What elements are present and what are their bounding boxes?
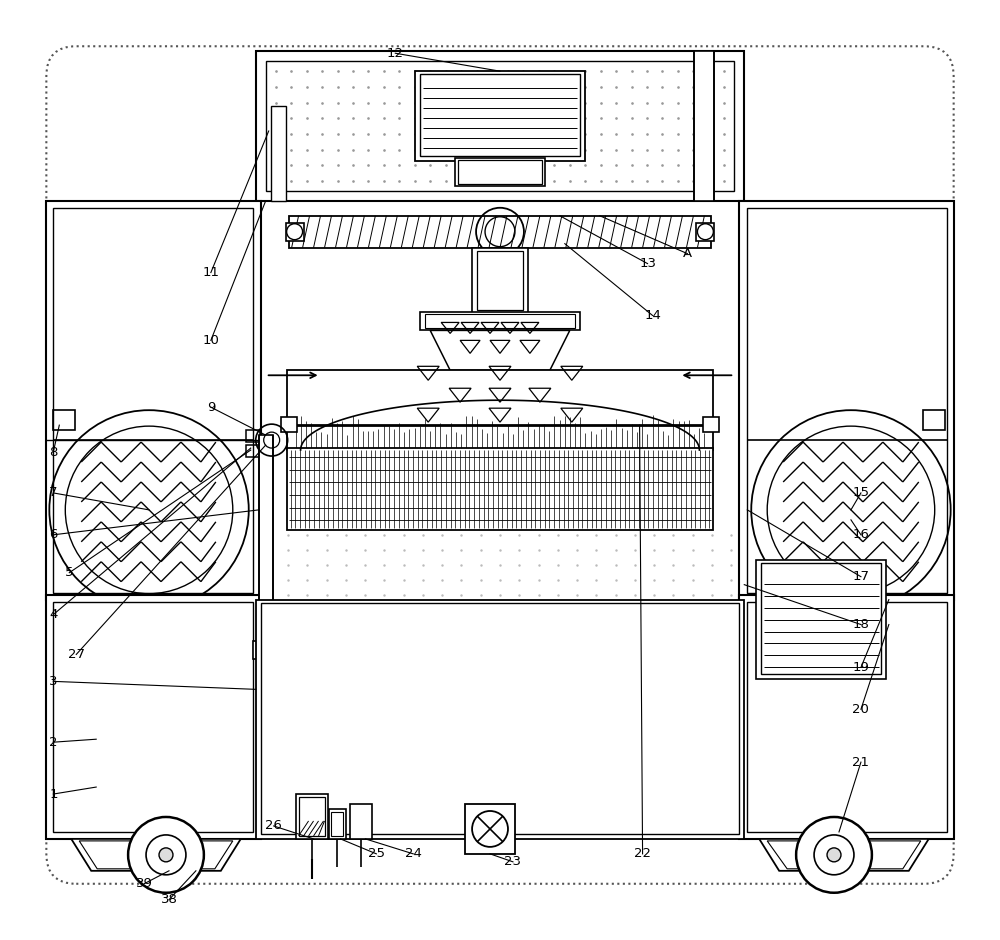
Text: 7: 7 <box>49 486 58 499</box>
Text: 23: 23 <box>504 855 521 869</box>
Bar <box>271 106 286 201</box>
Bar <box>747 208 947 592</box>
Bar <box>703 417 719 432</box>
Bar <box>420 74 580 156</box>
Text: 19: 19 <box>852 661 869 674</box>
Bar <box>923 410 945 431</box>
Bar <box>259 435 273 650</box>
Bar <box>53 208 253 592</box>
Text: 18: 18 <box>852 618 869 631</box>
Bar <box>696 223 714 241</box>
Text: 6: 6 <box>49 528 58 541</box>
Bar <box>46 595 261 838</box>
Bar <box>477 251 523 310</box>
Bar <box>472 247 528 316</box>
Bar <box>465 804 515 854</box>
Bar <box>256 600 744 838</box>
Bar <box>331 812 343 836</box>
Text: 13: 13 <box>639 258 656 270</box>
Bar <box>761 563 881 674</box>
Bar <box>350 804 372 838</box>
Text: 25: 25 <box>368 847 385 860</box>
Text: 5: 5 <box>65 566 74 579</box>
Bar <box>266 61 734 191</box>
Bar <box>246 445 260 457</box>
Text: 14: 14 <box>644 309 661 322</box>
Text: 22: 22 <box>634 847 651 860</box>
Bar <box>287 448 713 530</box>
Bar <box>296 794 328 838</box>
Text: 27: 27 <box>68 648 85 661</box>
Bar <box>458 160 542 184</box>
Bar <box>289 216 711 247</box>
Text: 21: 21 <box>852 756 869 769</box>
Bar <box>329 809 346 838</box>
Text: 3: 3 <box>49 675 58 688</box>
Bar <box>299 797 325 836</box>
Text: 20: 20 <box>852 703 869 715</box>
Bar <box>455 158 545 186</box>
Text: A: A <box>683 247 692 260</box>
Text: 16: 16 <box>852 528 869 541</box>
Circle shape <box>128 817 204 893</box>
Text: 38: 38 <box>161 893 177 906</box>
Bar <box>246 431 260 442</box>
Bar <box>739 201 954 600</box>
Bar <box>747 602 947 832</box>
Bar <box>53 410 75 431</box>
Text: 4: 4 <box>49 608 58 621</box>
Text: 2: 2 <box>49 736 58 748</box>
Text: 26: 26 <box>265 820 282 833</box>
Polygon shape <box>71 838 241 870</box>
Text: 12: 12 <box>387 47 404 60</box>
Text: 39: 39 <box>136 877 152 890</box>
Text: 9: 9 <box>207 400 215 414</box>
Circle shape <box>796 817 872 893</box>
Polygon shape <box>759 838 929 870</box>
Text: 11: 11 <box>202 266 219 279</box>
Bar <box>256 52 744 201</box>
Bar <box>46 201 261 600</box>
Text: 8: 8 <box>49 446 58 459</box>
Bar <box>756 559 886 680</box>
Bar <box>739 595 954 838</box>
Circle shape <box>827 848 841 862</box>
Bar <box>286 223 304 241</box>
Text: 15: 15 <box>852 486 869 499</box>
Text: 10: 10 <box>202 334 219 347</box>
Bar <box>425 315 575 328</box>
Bar <box>281 417 297 432</box>
Bar <box>415 71 585 161</box>
Text: 24: 24 <box>405 847 422 860</box>
Bar <box>261 603 739 834</box>
Bar <box>53 602 253 832</box>
Bar <box>253 641 281 660</box>
Circle shape <box>159 848 173 862</box>
Text: 17: 17 <box>852 571 869 583</box>
Text: 1: 1 <box>49 788 58 801</box>
Bar <box>420 312 580 331</box>
Bar <box>694 52 714 201</box>
Bar <box>287 370 713 450</box>
